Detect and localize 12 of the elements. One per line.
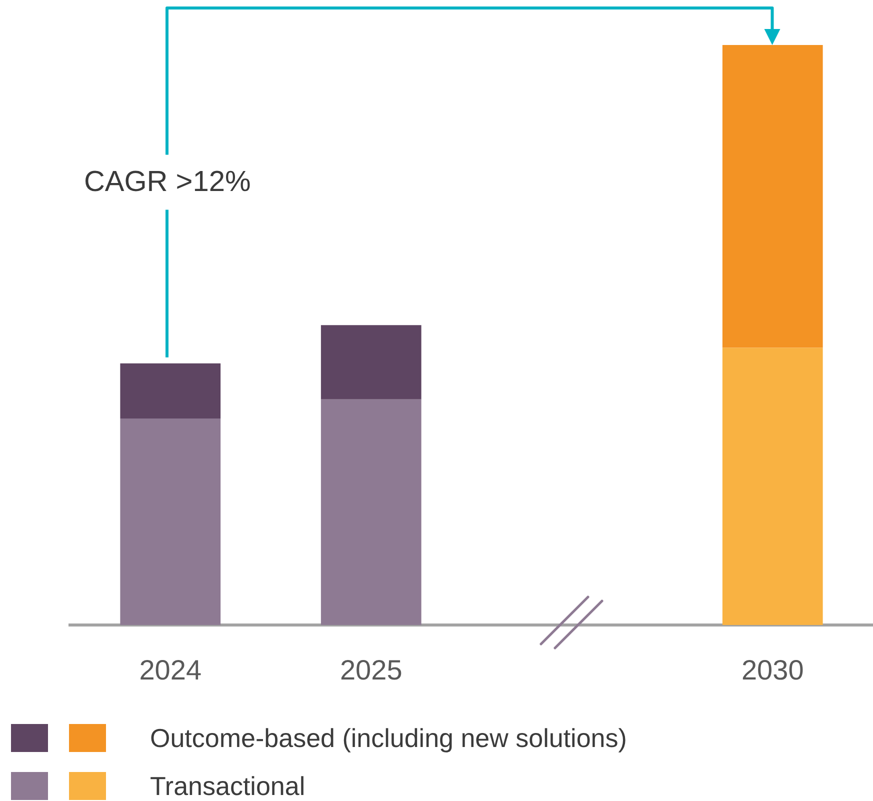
bar <box>320 325 422 400</box>
bar <box>722 45 823 348</box>
x-tick-label: 2025 <box>340 654 402 686</box>
x-tick-label: 2024 <box>139 654 202 686</box>
bar <box>120 418 221 625</box>
bar <box>722 348 823 625</box>
bar <box>320 399 422 625</box>
annotation: CAGR >12% <box>84 166 251 198</box>
legend-label: Outcome-based (including new solutions) <box>150 723 627 753</box>
x-tick-label: 2030 <box>741 654 804 686</box>
bar <box>120 363 221 419</box>
legend-label: Transactional <box>150 771 306 801</box>
